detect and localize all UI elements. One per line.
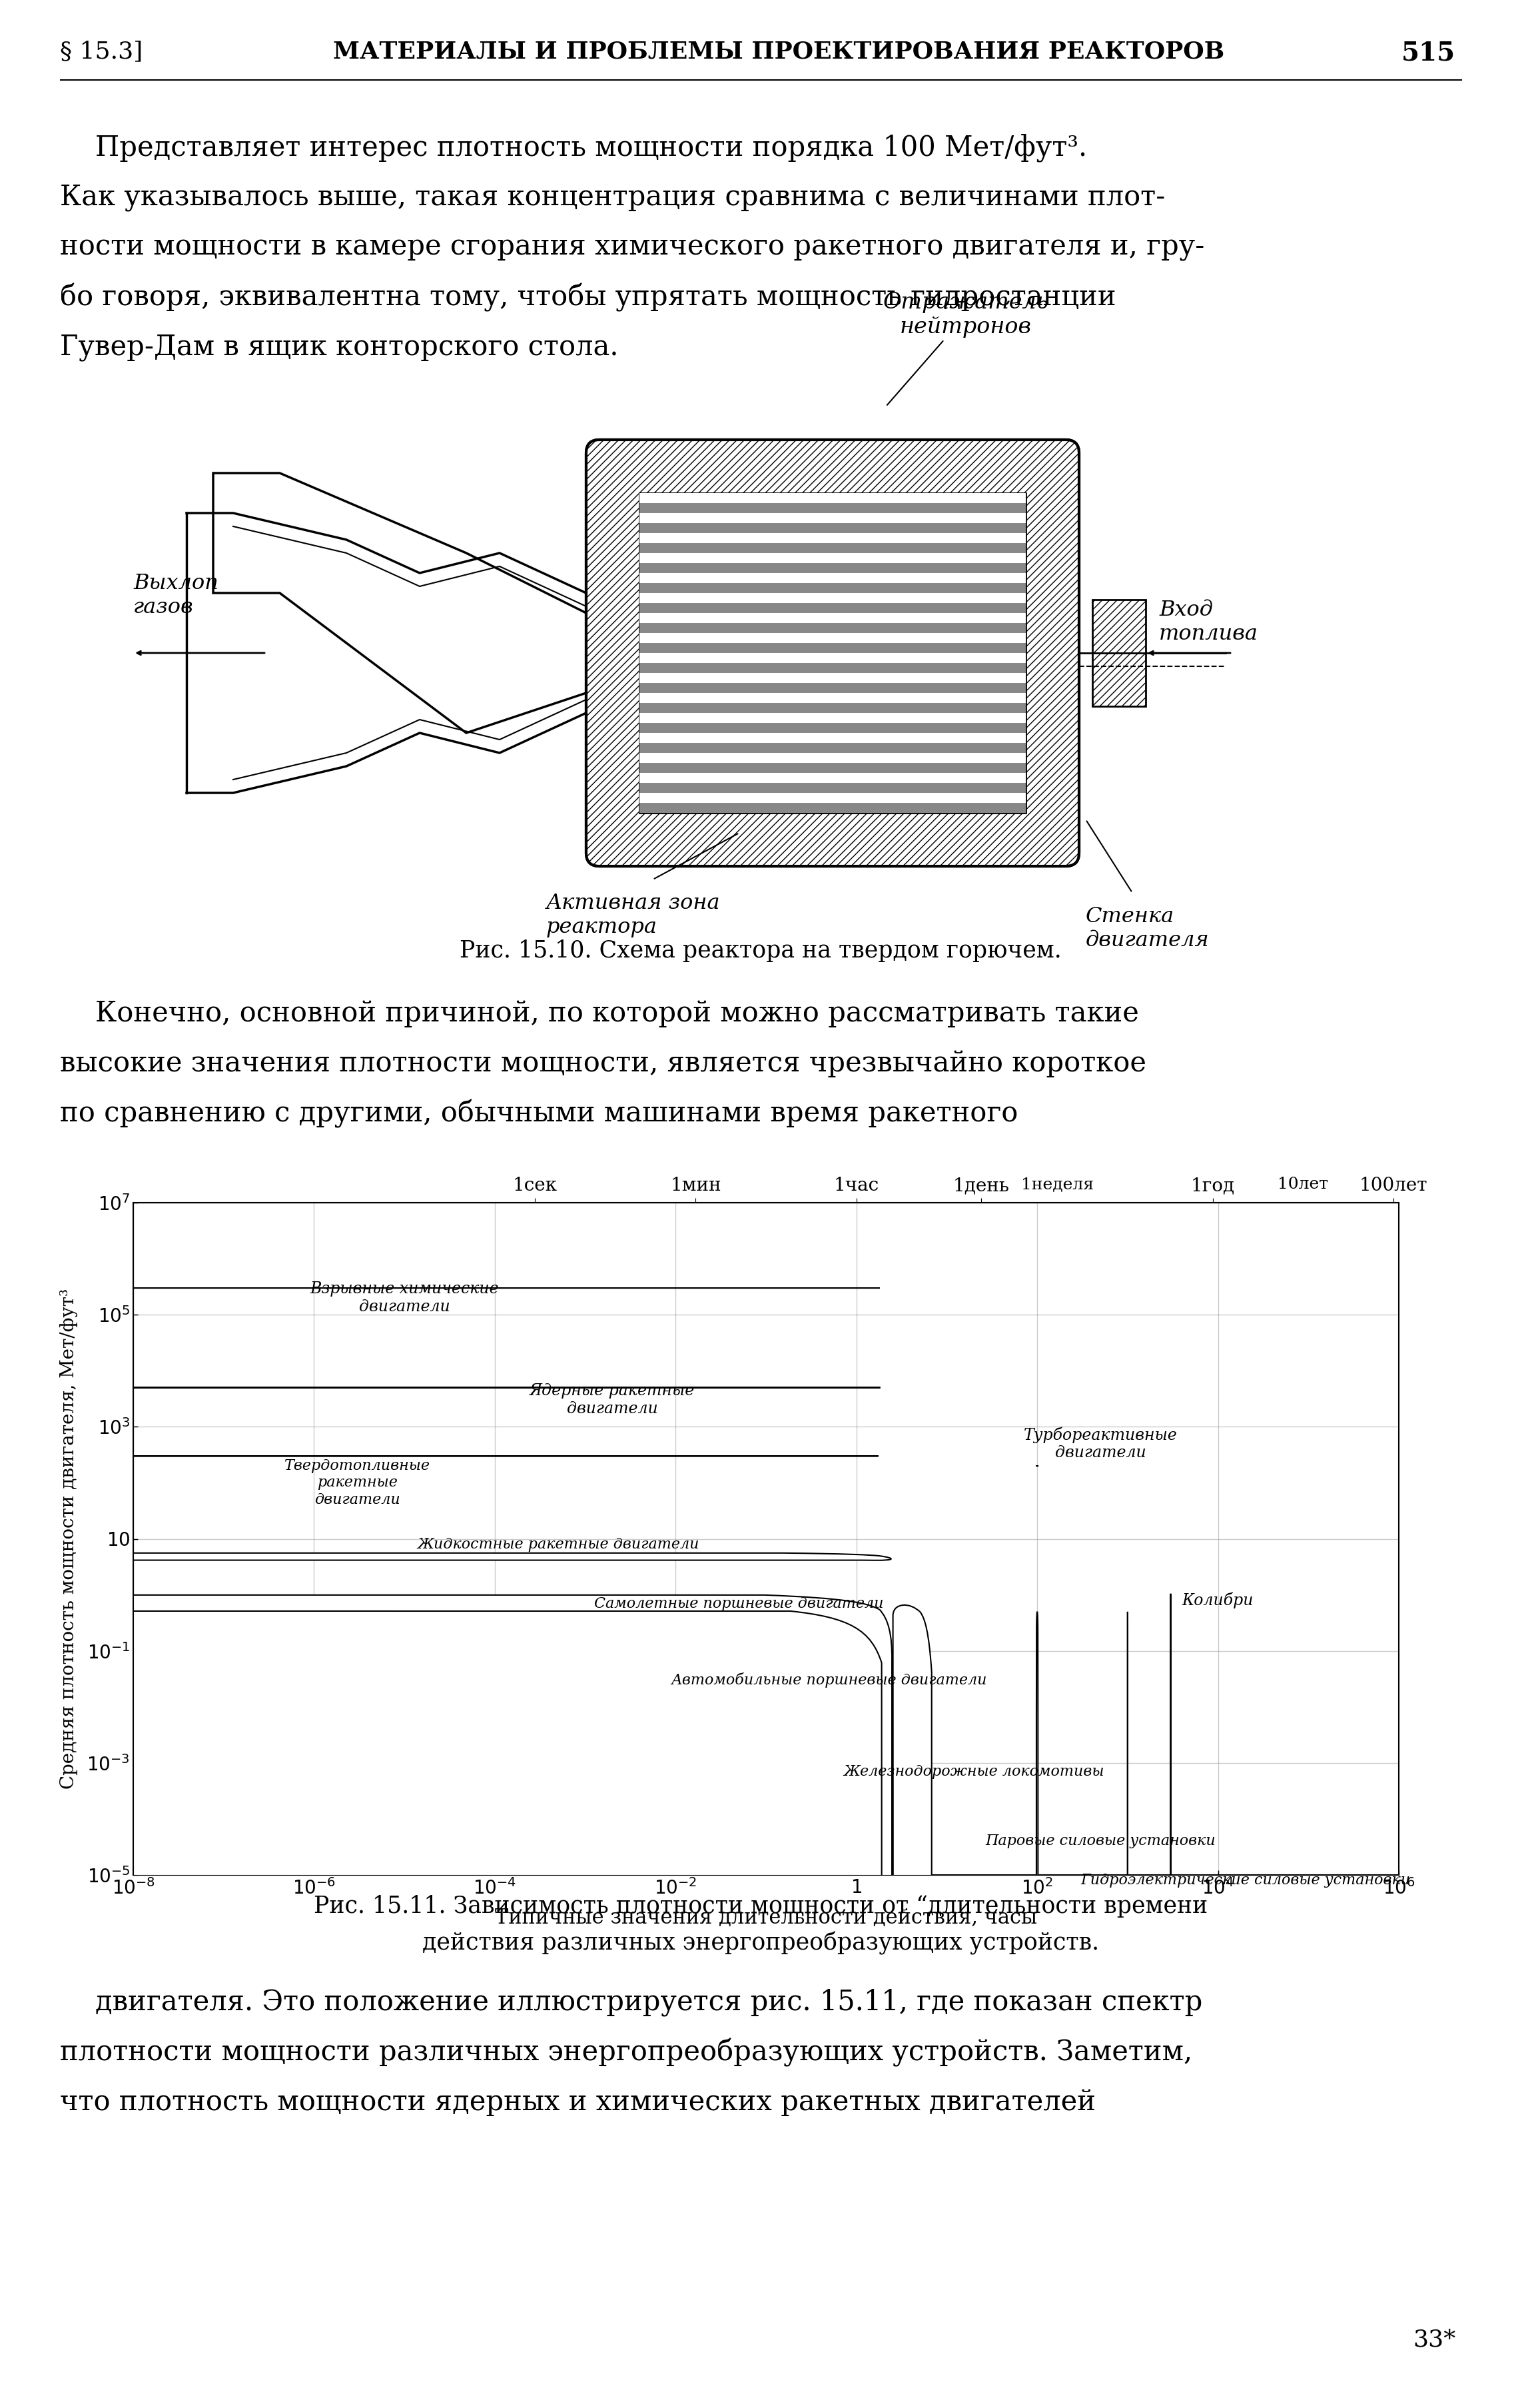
Text: Как указывалось выше, такая концентрация сравнима с величинами плот-: Как указывалось выше, такая концентрация… <box>59 183 1166 212</box>
Text: Конечно, основной причиной, по которой можно рассматривать такие: Конечно, основной причиной, по которой м… <box>59 999 1138 1028</box>
FancyBboxPatch shape <box>586 441 1079 867</box>
Bar <box>639 732 1026 744</box>
Text: Взрывные химические
двигатели: Взрывные химические двигатели <box>310 1281 499 1315</box>
Bar <box>639 563 1026 573</box>
Text: Вход
топлива: Вход топлива <box>1158 600 1259 645</box>
Bar <box>639 783 1026 792</box>
Text: двигателя. Это положение иллюстрируется рис. 15.11, где показан спектр: двигателя. Это положение иллюстрируется … <box>59 1989 1202 2015</box>
Text: Самолетные поршневые двигатели: Самолетные поршневые двигатели <box>594 1597 883 1611</box>
Bar <box>639 763 1026 773</box>
Bar <box>639 544 1026 554</box>
Text: Гидроэлектрические силовые установки: Гидроэлектрические силовые установки <box>1081 1873 1409 1888</box>
Text: Отражатель
нейтронов: Отражатель нейтронов <box>883 291 1049 405</box>
Ellipse shape <box>1036 1611 1038 2408</box>
Bar <box>639 503 1026 513</box>
Bar <box>639 633 1026 643</box>
Text: ности мощности в камере сгорания химического ракетного двигателя и, гру-: ности мощности в камере сгорания химичес… <box>59 234 1204 260</box>
Bar <box>639 523 1026 532</box>
Bar <box>639 554 1026 563</box>
Ellipse shape <box>0 1551 890 1560</box>
Bar <box>639 583 1026 592</box>
Bar <box>639 662 1026 672</box>
Bar <box>639 653 1026 662</box>
Bar <box>639 722 1026 732</box>
Bar <box>639 754 1026 763</box>
Text: 515: 515 <box>1402 41 1455 65</box>
Text: бо говоря, эквивалентна тому, чтобы упрятать мощность гидростанции: бо говоря, эквивалентна тому, чтобы упря… <box>59 284 1116 311</box>
Bar <box>639 672 1026 684</box>
Text: Автомобильные поршневые двигатели: Автомобильные поршневые двигатели <box>671 1674 988 1688</box>
Text: Активная зона
реактора: Активная зона реактора <box>546 893 720 937</box>
Bar <box>639 713 1026 722</box>
Text: МАТЕРИАЛЫ И ПРОБЛЕМЫ ПРОЕКТИРОВАНИЯ РЕАКТОРОВ: МАТЕРИАЛЫ И ПРОБЛЕМЫ ПРОЕКТИРОВАНИЯ РЕАК… <box>333 41 1224 63</box>
Bar <box>1093 600 1146 706</box>
Text: Железнодорожные локомотивы: Железнодорожные локомотивы <box>843 1765 1105 1780</box>
Bar <box>639 792 1026 802</box>
Text: Гувер-Дам в ящик конторского стола.: Гувер-Дам в ящик конторского стола. <box>59 332 618 361</box>
Text: действия различных энергопреобразующих устройств.: действия различных энергопреобразующих у… <box>422 1931 1099 1955</box>
Text: § 15.3]: § 15.3] <box>59 41 143 63</box>
Bar <box>639 694 1026 703</box>
Bar <box>639 532 1026 544</box>
Text: плотности мощности различных энергопреобразующих устройств. Заметим,: плотности мощности различных энергопреоб… <box>59 2037 1192 2066</box>
Text: Ядерные ракетные
двигатели: Ядерные ракетные двигатели <box>530 1385 696 1416</box>
Bar <box>639 513 1026 523</box>
Bar <box>639 802 1026 814</box>
Bar <box>639 592 1026 602</box>
Text: Рис. 15.10. Схема реактора на твердом горючем.: Рис. 15.10. Схема реактора на твердом го… <box>460 939 1062 963</box>
Bar <box>639 624 1026 633</box>
Bar <box>639 602 1026 614</box>
Text: Стенка
двигателя: Стенка двигателя <box>1085 905 1210 951</box>
Bar <box>639 614 1026 624</box>
Bar <box>639 744 1026 754</box>
Bar <box>639 703 1026 713</box>
Text: Твердотопливные
ракетные
двигатели: Твердотопливные ракетные двигатели <box>285 1459 431 1507</box>
Bar <box>639 573 1026 583</box>
Text: Представляет интерес плотность мощности порядка 100 Мет/фут³.: Представляет интерес плотность мощности … <box>59 132 1087 161</box>
Text: 33*: 33* <box>1412 2329 1455 2350</box>
FancyBboxPatch shape <box>639 494 1026 814</box>
FancyBboxPatch shape <box>586 441 1079 867</box>
Ellipse shape <box>0 1604 893 2408</box>
Bar <box>639 494 1026 503</box>
Bar <box>639 643 1026 653</box>
Text: Жидкостные ракетные двигатели: Жидкостные ракетные двигатели <box>417 1536 699 1551</box>
Ellipse shape <box>0 1592 892 2408</box>
Bar <box>639 684 1026 694</box>
Bar <box>639 773 1026 783</box>
X-axis label: Типичные значения длительности действия, часы: Типичные значения длительности действия,… <box>495 1907 1036 1929</box>
Text: по сравнению с другими, обычными машинами время ракетного: по сравнению с другими, обычными машинам… <box>59 1100 1018 1127</box>
Text: Паровые силовые установки: Паровые силовые установки <box>985 1835 1216 1849</box>
Text: что плотность мощности ядерных и химических ракетных двигателей: что плотность мощности ядерных и химичес… <box>59 2088 1096 2117</box>
Text: 10лет: 10лет <box>1278 1178 1329 1192</box>
Ellipse shape <box>893 1606 936 2408</box>
Text: Рис. 15.11. Зависимость плотности мощности от “длительности времени: Рис. 15.11. Зависимость плотности мощнос… <box>314 1895 1207 1917</box>
Text: Колибри: Колибри <box>1183 1592 1254 1609</box>
Text: Турбореактивные
двигатели: Турбореактивные двигатели <box>1023 1426 1177 1462</box>
Text: 1неделя: 1неделя <box>1021 1178 1094 1192</box>
Text: Выхлоп
газов: Выхлоп газов <box>134 573 218 616</box>
Y-axis label: Средняя плотность мощности двигателя, Мет/фут³: Средняя плотность мощности двигателя, Ме… <box>59 1288 78 1789</box>
Text: высокие значения плотности мощности, является чрезвычайно короткое: высокие значения плотности мощности, явл… <box>59 1050 1146 1076</box>
